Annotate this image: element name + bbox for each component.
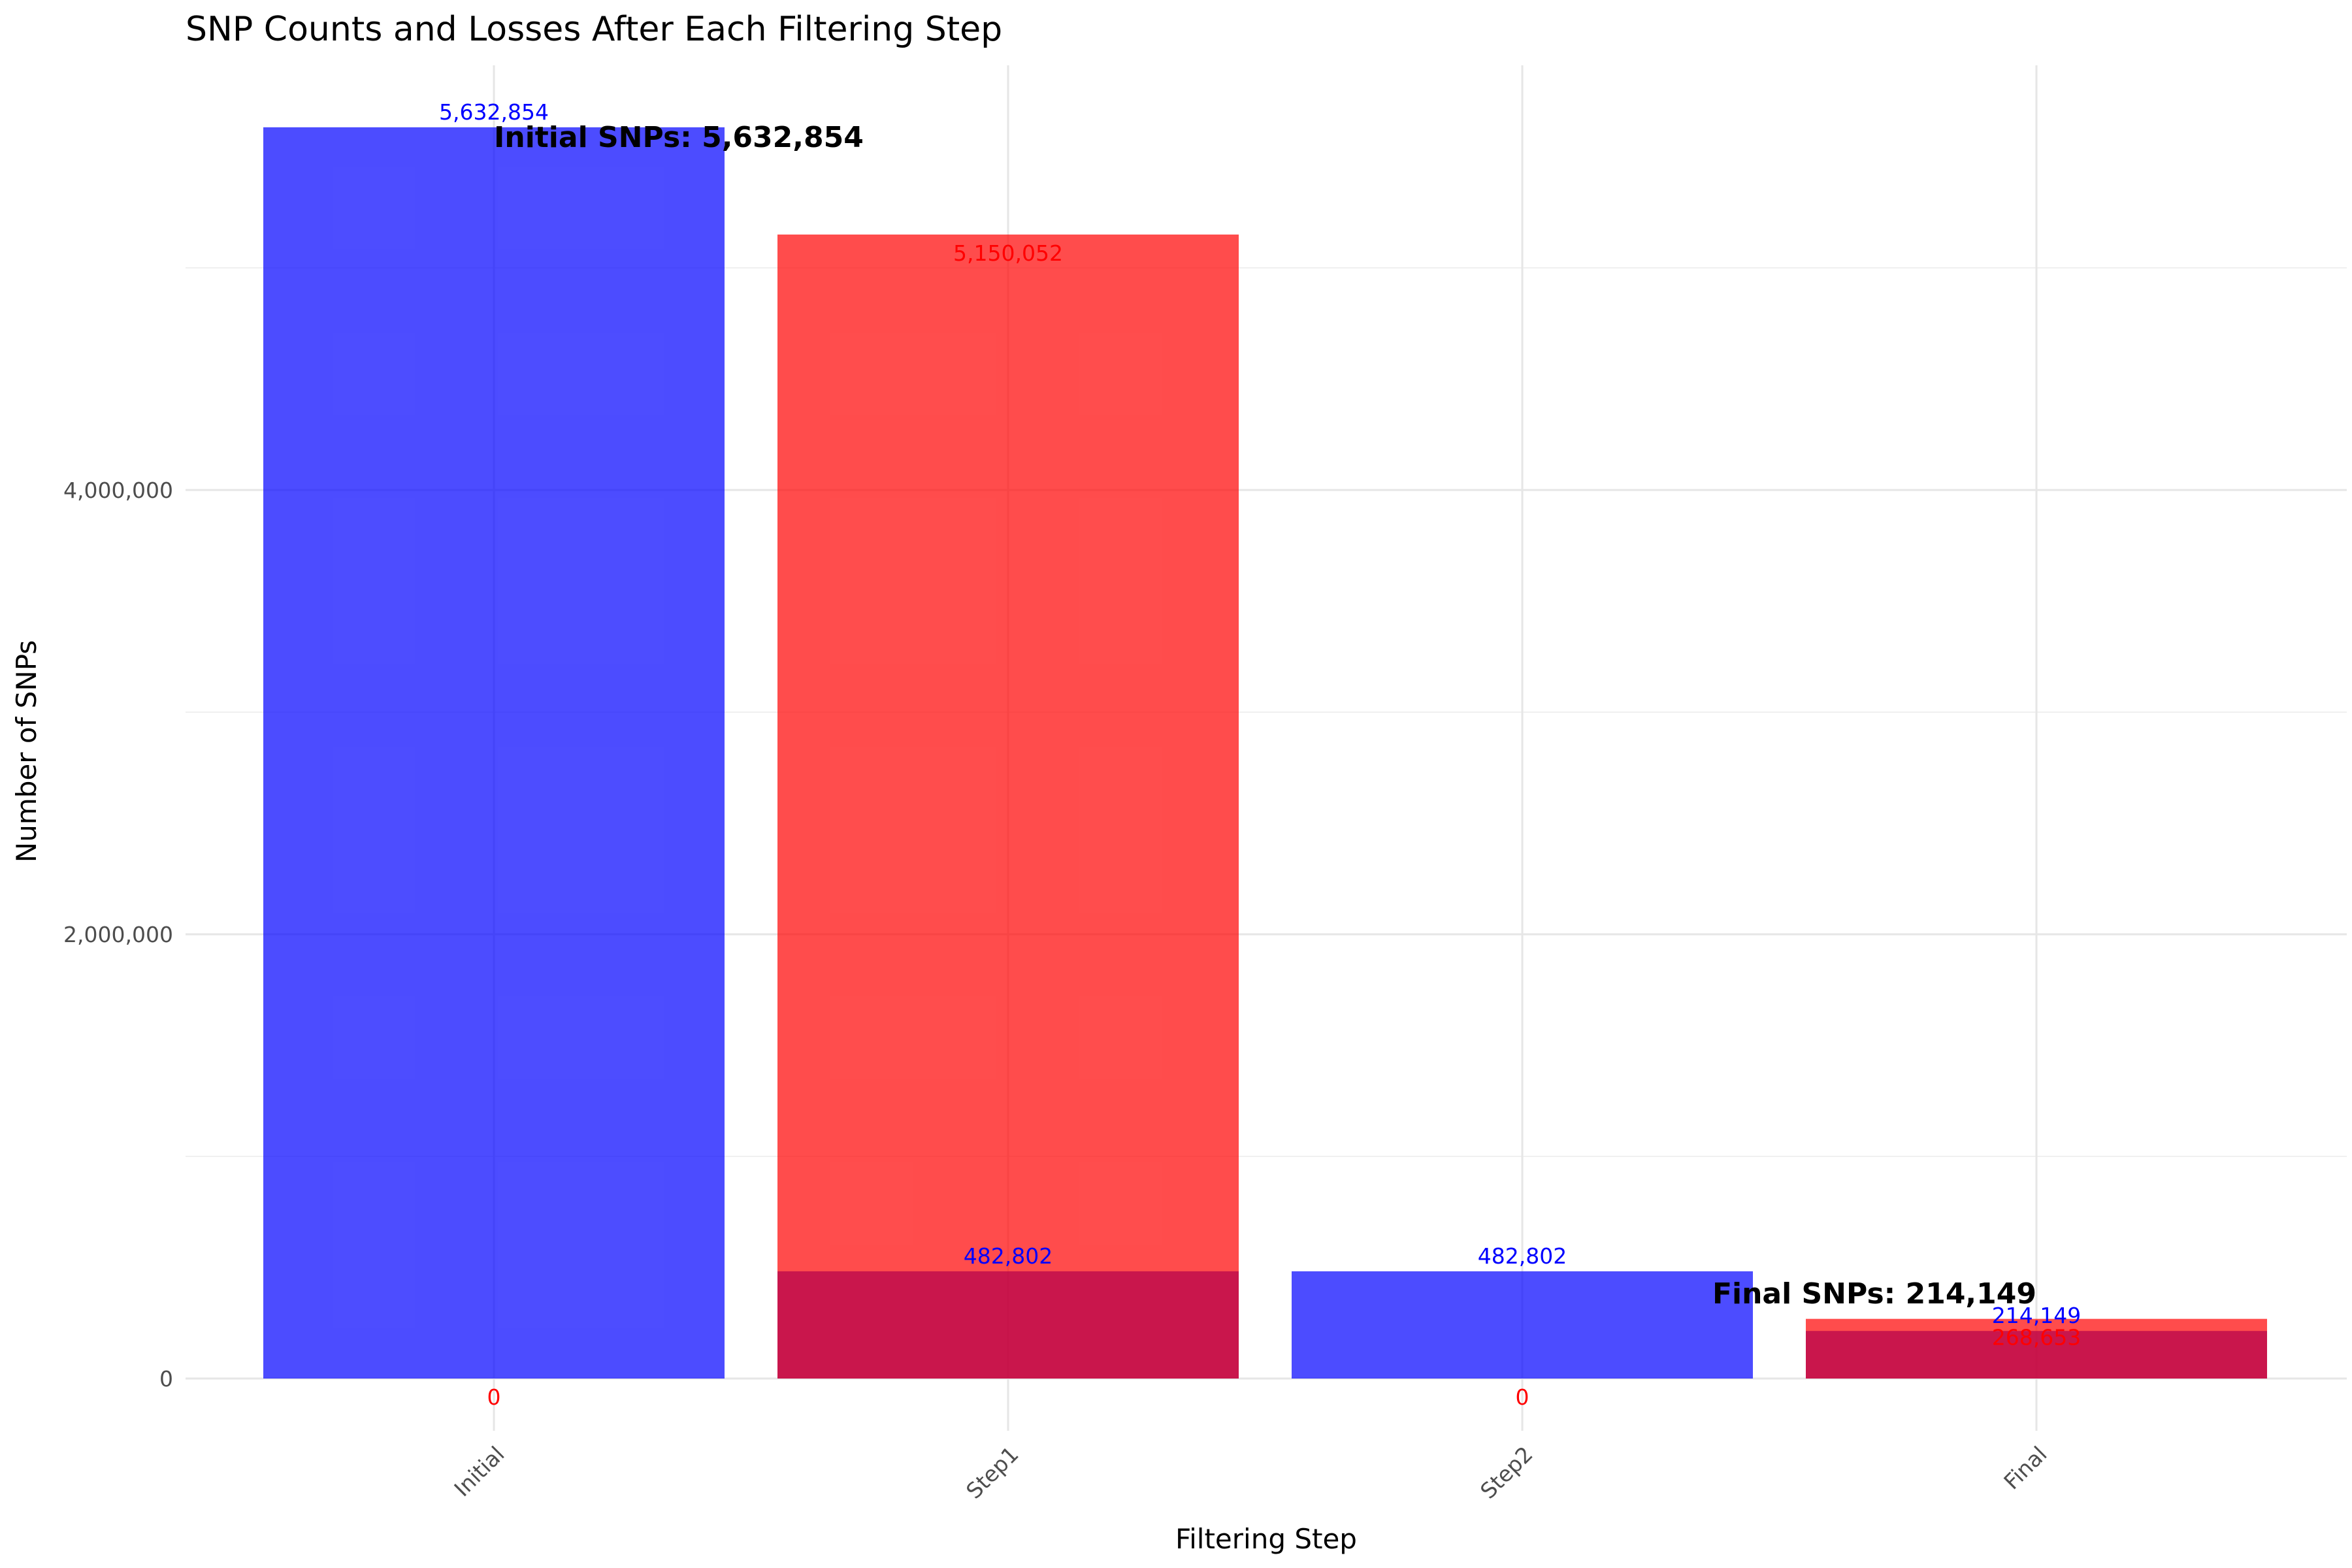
data-label-series1-step2: 0 <box>1516 1384 1529 1410</box>
bar-series1-step1 <box>777 234 1239 1379</box>
y-axis-title: Number of SNPs <box>10 640 42 862</box>
data-label-series1-initial: 0 <box>487 1384 501 1410</box>
data-label-series1-step1: 5,150,052 <box>953 240 1063 266</box>
data-label-series0-initial: 5,632,854 <box>439 99 549 125</box>
data-label-series0-step1: 482,802 <box>964 1243 1053 1269</box>
annotation-final: Final SNPs: 214,149 <box>1712 1277 2036 1311</box>
y-tick-label-1: 2,000,000 <box>63 922 173 947</box>
y-tick-label-0: 0 <box>159 1366 173 1392</box>
annotation-initial: Initial SNPs: 5,632,854 <box>494 121 864 154</box>
chart-title: SNP Counts and Losses After Each Filteri… <box>186 10 1002 49</box>
data-label-series1-final: 268,653 <box>1992 1325 2081 1350</box>
bar-series0-initial <box>263 127 725 1379</box>
data-label-series0-step2: 482,802 <box>1478 1243 1567 1269</box>
annotations: Initial SNPs: 5,632,854 Final SNPs: 214,1… <box>494 121 2036 1311</box>
data-label-series0-final: 214,149 <box>1992 1303 2081 1328</box>
y-tick-label-2: 4,000,000 <box>63 478 173 503</box>
bars <box>263 127 2267 1379</box>
bar-series1-final <box>1806 1318 2267 1379</box>
y-axis-ticks: 0 2,000,000 4,000,000 <box>63 478 173 1392</box>
bar-series0-step2 <box>1292 1271 1753 1379</box>
data-labels: 5,632,854 482,802 482,802 214,149 0 5,150,052… <box>439 99 2081 1410</box>
x-axis-title: Filtering Step <box>1175 1523 1357 1555</box>
